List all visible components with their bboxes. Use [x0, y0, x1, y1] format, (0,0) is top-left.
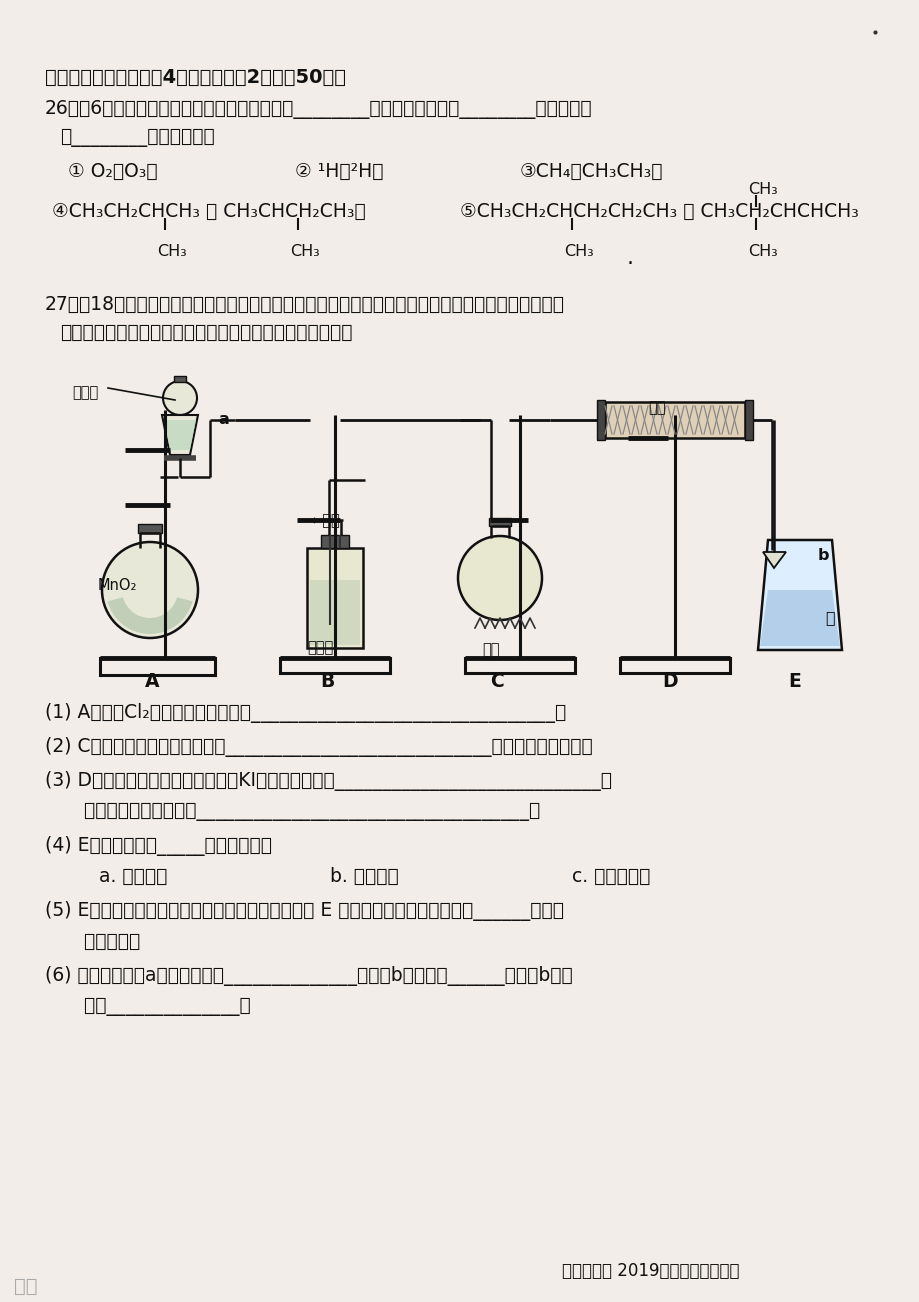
Text: 用是______________。: 用是______________。 — [60, 997, 251, 1016]
Text: ←甲烷: ←甲烷 — [310, 513, 339, 529]
Text: b: b — [817, 548, 829, 562]
Text: (1) A中制取Cl₂反应的化学方程式是________________________________；: (1) A中制取Cl₂反应的化学方程式是____________________… — [45, 703, 565, 723]
Bar — [321, 535, 348, 548]
Bar — [489, 518, 510, 526]
Text: CH₃: CH₃ — [747, 243, 777, 259]
Text: C: C — [490, 672, 504, 691]
Text: a: a — [218, 411, 229, 427]
Text: (3) D装置中的石棉上吸附着潮湿的KI粉末，其作用是____________________________，: (3) D装置中的石棉上吸附着潮湿的KI粉末，其作用是_____________… — [45, 771, 611, 792]
Text: 27．！18分）利用甲烷与氯气发生取代反应的副产品生产盐酸的设想在工业上已成为现实．某化学兴: 27．！18分）利用甲烷与氯气发生取代反应的副产品生产盐酸的设想在工业上已成为现… — [45, 296, 564, 314]
Text: 趣小组在实验室中模拟上述过程，所设计的装置如图所示：: 趣小组在实验室中模拟上述过程，所设计的装置如图所示： — [60, 323, 352, 342]
Text: (5) E装置中除了有盐酸生成外，还含有有机物，从 E 中分离出盐酸的最佳方法是______（填操: (5) E装置中除了有盐酸生成外，还含有有机物，从 E 中分离出盐酸的最佳方法是… — [45, 901, 563, 921]
Text: 作名称）；: 作名称）； — [60, 932, 140, 950]
Text: 浓硫酸: 浓硫酸 — [307, 641, 333, 655]
Text: (2) C中发生反应的化学方程式是____________________________；（写出一个即可）: (2) C中发生反应的化学方程式是_______________________… — [45, 737, 592, 756]
Text: 二、填空题（本题包扢4个小题，每空2分，內50分）: 二、填空题（本题包扢4个小题，每空2分，內50分） — [45, 68, 346, 87]
Text: B: B — [320, 672, 334, 691]
Text: A: A — [145, 672, 159, 691]
Polygon shape — [762, 552, 785, 568]
Text: 光照: 光照 — [482, 642, 499, 658]
Text: CH₃: CH₃ — [289, 243, 320, 259]
Text: (6) 图中玻璃弯管a所起的作用是______________；仪器b的名称是______，使用b的作: (6) 图中玻璃弯管a所起的作用是______________；仪器b的名称是_… — [45, 966, 573, 986]
Bar — [744, 400, 752, 440]
Text: 浓盐酸: 浓盐酸 — [72, 385, 98, 400]
Circle shape — [102, 542, 198, 638]
Text: ③CH₄和CH₃CH₃；: ③CH₄和CH₃CH₃； — [519, 161, 663, 181]
Text: b. 吸收氯气: b. 吸收氯气 — [330, 867, 398, 885]
Text: c. 吸收氯化氢: c. 吸收氯化氢 — [572, 867, 650, 885]
Text: E: E — [788, 672, 800, 691]
Polygon shape — [759, 590, 839, 646]
Text: 其反应的化学方程式为___________________________________；: 其反应的化学方程式为______________________________… — [60, 802, 539, 822]
Text: ④CH₃CH₂CHCH₃ 和 CH₃CHCH₂CH₃；: ④CH₃CH₂CHCH₃ 和 CH₃CHCH₂CH₃； — [52, 202, 366, 221]
Text: CH₃: CH₃ — [747, 182, 777, 197]
Text: 常德市一中 2019年下学期高二期：: 常德市一中 2019年下学期高二期： — [562, 1262, 739, 1280]
Polygon shape — [164, 421, 196, 450]
Bar — [307, 548, 363, 648]
Text: 佳品: 佳品 — [14, 1277, 38, 1295]
Text: ① O₂和O₃；: ① O₂和O₃； — [68, 161, 157, 181]
Text: D: D — [662, 672, 677, 691]
Text: .: . — [627, 247, 633, 268]
Text: ⑤CH₃CH₂CHCH₂CH₂CH₃ 和 CH₃CH₂CHCHCH₃: ⑤CH₃CH₂CHCH₂CH₂CH₃ 和 CH₃CH₂CHCHCH₃ — [460, 202, 858, 221]
Text: CH₃: CH₃ — [157, 243, 187, 259]
Text: MnO₂: MnO₂ — [98, 578, 137, 592]
Text: CH₃: CH₃ — [563, 243, 593, 259]
Polygon shape — [162, 415, 198, 454]
Text: 水: 水 — [824, 611, 834, 625]
Text: 26．（6分）下列五组物质中，属于同位素的是________；同分异构体的是________；同系物的: 26．（6分）下列五组物质中，属于同位素的是________；同分异构体的是__… — [45, 100, 592, 118]
Text: 是________；（填编号）: 是________；（填编号） — [60, 128, 214, 147]
Text: a. 收集气体: a. 收集气体 — [75, 867, 167, 885]
Bar — [596, 400, 605, 440]
Text: 石棉: 石棉 — [647, 400, 664, 415]
Polygon shape — [757, 540, 841, 650]
Bar — [605, 402, 744, 437]
Wedge shape — [108, 598, 192, 634]
Circle shape — [163, 381, 197, 415]
Bar — [174, 376, 186, 381]
Text: ② ¹H和²H；: ② ¹H和²H； — [295, 161, 383, 181]
Bar — [310, 579, 359, 644]
Text: (4) E装置的作用是_____（填序号）：: (4) E装置的作用是_____（填序号）： — [45, 836, 272, 855]
Bar — [138, 523, 162, 533]
Circle shape — [458, 536, 541, 620]
